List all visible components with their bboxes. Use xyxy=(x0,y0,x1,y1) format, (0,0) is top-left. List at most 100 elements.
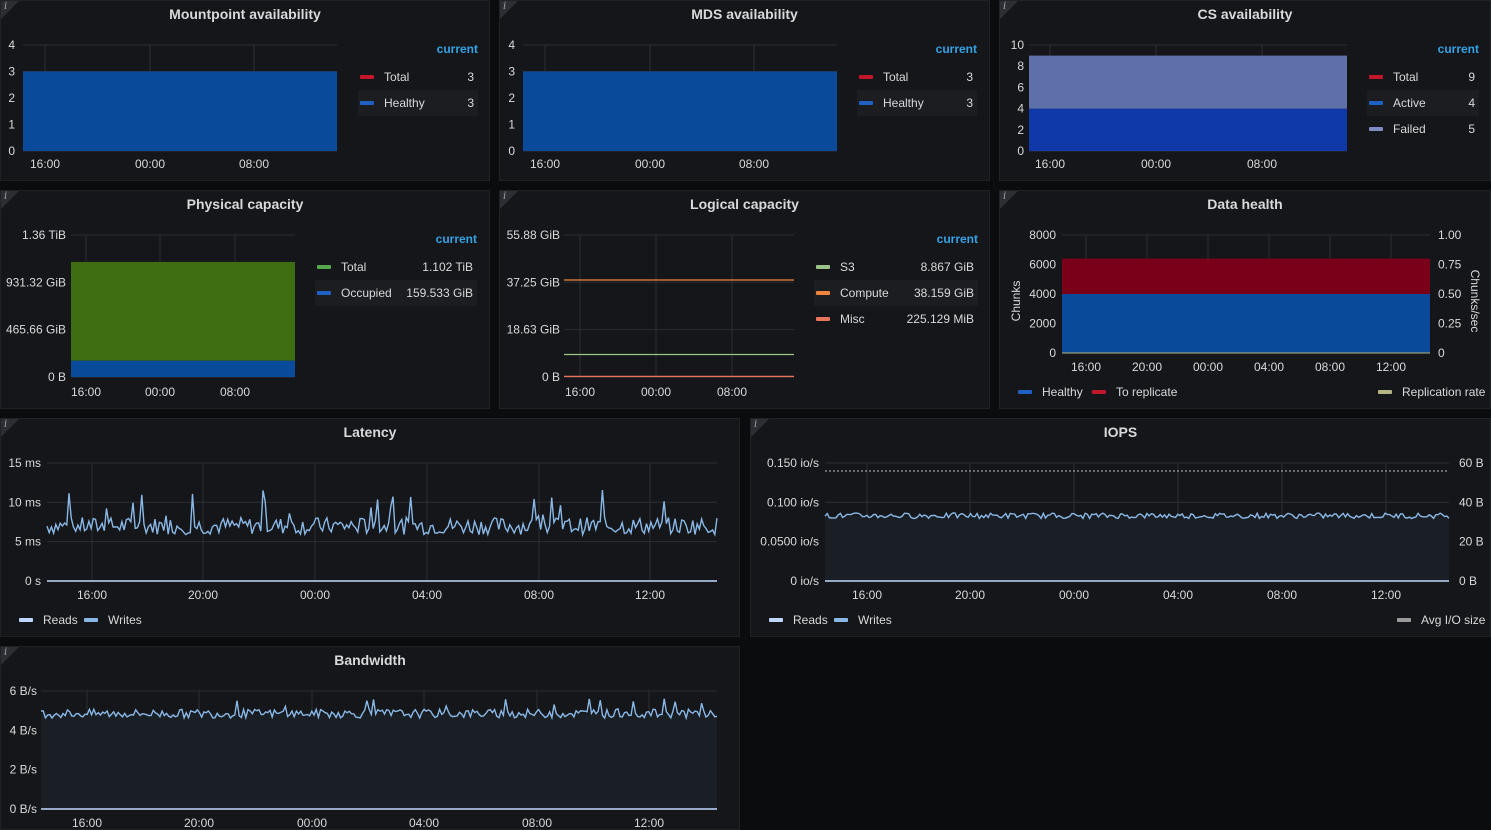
legend-value: 3 xyxy=(467,70,474,84)
y-tick-label: 0.150 io/s xyxy=(767,456,819,470)
legend-row[interactable]: Misc 225.129 MiB xyxy=(814,306,978,332)
legend-item-reads[interactable]: Reads xyxy=(769,613,828,627)
panel-title[interactable]: Logical capacity xyxy=(690,196,799,212)
legend-value: 3 xyxy=(966,96,973,110)
capacity-chart: 1.36 TiB 931.32 GiB 465.66 GiB 0 B 16:00 00:0… xyxy=(6,228,295,399)
legend-label: Avg I/O size xyxy=(1421,613,1486,627)
panel-title[interactable]: CS availability xyxy=(1197,6,1293,22)
info-icon[interactable]: i xyxy=(1,191,19,209)
panel-title[interactable]: Bandwidth xyxy=(334,652,406,668)
legend-label: To replicate xyxy=(1116,385,1178,399)
y2-tick-label: 0 B xyxy=(1459,574,1477,588)
info-icon[interactable]: i xyxy=(1000,1,1018,19)
panel-title[interactable]: Data health xyxy=(1207,196,1283,212)
capacity-chart: 55.88 GiB 37.25 GiB 18.63 GiB 0 B 16:00 00:00… xyxy=(507,228,794,399)
legend-row[interactable]: Compute 38.159 GiB xyxy=(814,280,978,306)
panel-iops: i IOPS 0.150 io/s 60 B 0.100 io/s 40 B 0.050… xyxy=(750,418,1491,637)
legend-name: Total xyxy=(341,260,367,274)
area-healthy xyxy=(523,71,837,151)
y-tick-label: 0 B/s xyxy=(10,802,37,816)
y-tick-label: 0 xyxy=(1017,144,1024,158)
legend-value: 3 xyxy=(966,70,973,84)
info-icon[interactable]: i xyxy=(1000,191,1018,209)
legend-row[interactable]: Healthy 3 xyxy=(857,90,977,116)
legend-row[interactable]: Occupied 159.533 GiB xyxy=(315,280,477,306)
legend-row[interactable]: Total 9 xyxy=(1367,64,1479,90)
panel-title[interactable]: Latency xyxy=(343,424,397,440)
legend-item-writes[interactable]: Writes xyxy=(84,613,142,627)
y-tick-label: 4 B/s xyxy=(10,723,37,737)
panel-title[interactable]: Physical capacity xyxy=(186,196,304,212)
legend-header[interactable]: current xyxy=(935,42,977,56)
x-tick-label: 08:00 xyxy=(220,385,250,399)
panel-title[interactable]: Mountpoint availability xyxy=(169,6,321,22)
x-tick-label: 00:00 xyxy=(1141,157,1171,171)
legend-row[interactable]: Failed 5 xyxy=(1367,116,1479,142)
legend-value: 8.867 GiB xyxy=(920,260,974,274)
legend-row[interactable]: Total 3 xyxy=(857,64,977,90)
panel-logical-capacity: i Logical capacity 55.88 GiB 37.25 GiB 18.… xyxy=(499,190,990,409)
series-writes xyxy=(824,511,1450,520)
legend-row[interactable]: Active 4 xyxy=(1367,90,1479,116)
legend-value: 9 xyxy=(1468,70,1475,84)
legend-row[interactable]: Total 1.102 TiB xyxy=(315,254,477,280)
legend-name: Compute xyxy=(840,286,889,300)
panel-mds-availability: i MDS availability 4 3 2 1 0 16:00 00:00 08:00 … xyxy=(499,0,990,181)
legend-row[interactable]: Total 3 xyxy=(358,64,478,90)
area-writes-fill xyxy=(41,713,717,809)
y-tick-label: 931.32 GiB xyxy=(6,275,66,289)
y-tick-label: 3 xyxy=(508,65,515,79)
legend-name: Misc xyxy=(840,312,865,326)
info-icon[interactable]: i xyxy=(751,419,769,437)
info-icon[interactable]: i xyxy=(1,647,19,665)
panel-cs-availability: i CS availability 10 8 6 4 2 0 16:00 00:00 08:00… xyxy=(999,0,1491,181)
x-tick-label: 08:00 xyxy=(717,385,747,399)
legend-row[interactable]: Healthy 3 xyxy=(358,90,478,116)
x-tick-label: 20:00 xyxy=(184,816,214,830)
x-tick-label: 00:00 xyxy=(635,157,665,171)
legend-swatch xyxy=(1369,127,1383,131)
legend-name: S3 xyxy=(840,260,855,274)
area-to-replicate xyxy=(1062,258,1430,294)
info-icon[interactable]: i xyxy=(500,1,518,19)
info-icon[interactable]: i xyxy=(500,191,518,209)
legend-item-avg-io-size[interactable]: Avg I/O size xyxy=(1397,613,1485,627)
legend-header[interactable]: current xyxy=(436,42,478,56)
legend-item-healthy[interactable]: Healthy xyxy=(1018,385,1083,399)
area-occupied xyxy=(71,360,295,377)
y-tick-label: 4 xyxy=(8,38,15,52)
x-tick-label: 00:00 xyxy=(1193,360,1223,374)
y-tick-label: 1 xyxy=(508,118,515,132)
info-icon[interactable]: i xyxy=(1,419,19,437)
legend-header[interactable]: current xyxy=(1437,42,1479,56)
legend-item-reads[interactable]: Reads xyxy=(19,613,78,627)
area-failed xyxy=(1029,55,1347,109)
legend-name: Healthy xyxy=(384,96,425,110)
legend-item-writes[interactable]: Writes xyxy=(834,613,892,627)
x-tick-label: 00:00 xyxy=(641,385,671,399)
panel-physical-capacity: i Physical capacity 1.36 TiB 931.32 GiB 46… xyxy=(0,190,490,409)
y-tick-label: 2 xyxy=(8,91,15,105)
x-tick-label: 04:00 xyxy=(1254,360,1284,374)
y-tick-label: 465.66 GiB xyxy=(6,323,66,337)
x-tick-label: 12:00 xyxy=(1376,360,1406,374)
legend-header[interactable]: current xyxy=(435,232,477,246)
x-tick-label: 08:00 xyxy=(524,588,554,602)
legend-item-replication-rate[interactable]: Replication rate xyxy=(1378,385,1485,399)
x-tick-label: 00:00 xyxy=(300,588,330,602)
y-tick-label: 0 io/s xyxy=(790,574,819,588)
legend-label: Replication rate xyxy=(1402,385,1486,399)
panel-title[interactable]: MDS availability xyxy=(691,6,798,22)
y-tick-label: 0 xyxy=(1049,346,1056,360)
info-icon[interactable]: i xyxy=(1,1,19,19)
legend-name: Active xyxy=(1393,96,1426,110)
legend-item-to-replicate[interactable]: To replicate xyxy=(1092,385,1177,399)
legend-header[interactable]: current xyxy=(936,232,978,246)
area-writes-fill xyxy=(825,515,1449,581)
panel-title[interactable]: IOPS xyxy=(1103,424,1138,440)
bandwidth-chart: 6 B/s 4 B/s 2 B/s 0 B/s 16:00 20:00 00:00 04:00… xyxy=(10,684,718,830)
legend-row[interactable]: S3 8.867 GiB xyxy=(814,254,978,280)
y-tick-label: 2 B/s xyxy=(10,763,37,777)
y2-tick-label: 20 B xyxy=(1459,535,1484,549)
legend-name: Total xyxy=(883,70,909,84)
